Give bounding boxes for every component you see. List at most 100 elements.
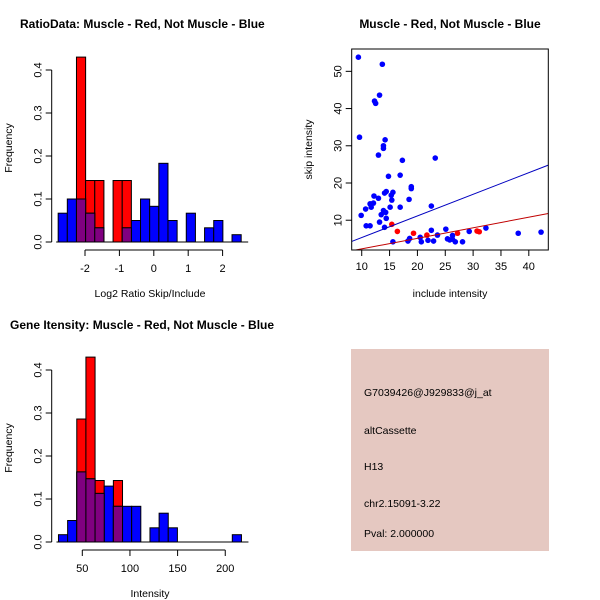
y-axis-label: Frequency — [3, 122, 15, 172]
y-tick-label: 20 — [333, 177, 345, 189]
x-tick-label: 1 — [185, 263, 191, 275]
x-tick-label: 40 — [523, 261, 535, 273]
not-muscle-point — [376, 92, 383, 98]
not-muscle-point — [399, 157, 406, 164]
not-muscle-point — [367, 223, 373, 229]
not-muscle-bar — [231, 534, 242, 543]
x-tick-label: 30 — [467, 261, 479, 273]
muscle-point — [454, 230, 461, 237]
not-muscle-point — [387, 204, 393, 210]
not-muscle-bar — [122, 505, 133, 543]
not-muscle-bar — [57, 534, 69, 543]
not-muscle-point — [375, 195, 382, 202]
intensity-histogram: 50 100 150 200 0.0 0.1 0.2 0.3 0.4 Intensity Frequ… — [3, 356, 249, 600]
y-tick-label: 0.0 — [33, 534, 45, 549]
not-muscle-bar — [231, 234, 242, 243]
not-muscle-point — [370, 200, 377, 206]
not-muscle-bar — [57, 212, 68, 243]
not-muscle-point — [382, 137, 388, 143]
overlap-bar — [85, 212, 96, 243]
x-tick-label: 2 — [220, 263, 226, 275]
overlap-bar — [75, 198, 87, 243]
not-muscle-bar — [204, 227, 215, 243]
not-muscle-point — [418, 239, 425, 245]
not-muscle-point — [383, 215, 390, 222]
probe-id: G7039426@J929833@j_at — [364, 387, 492, 399]
overlap-bar — [112, 505, 124, 543]
not-muscle-bar — [167, 527, 178, 543]
y-tick-label: 0.0 — [33, 234, 45, 249]
not-muscle-point — [397, 172, 403, 178]
not-muscle-point — [428, 203, 435, 209]
ratio-histogram: -2 -1 0 1 2 0.0 0.1 0.2 0.3 0.4 Log2 Ratio Skip/In… — [3, 56, 249, 300]
event-type: altCassette — [364, 425, 417, 437]
not-muscle-point — [368, 204, 374, 210]
y-tick-label: 10 — [333, 214, 345, 226]
not-muscle-bar — [158, 162, 169, 243]
not-muscle-bar — [149, 527, 160, 543]
not-muscle-point — [380, 145, 387, 152]
not-muscle-point — [459, 239, 466, 245]
not-muscle-point — [375, 152, 382, 158]
y-tick-label: 0.4 — [33, 362, 45, 377]
x-tick-label: 0 — [151, 263, 157, 275]
y-tick-label: 0.1 — [33, 491, 45, 506]
not-muscle-bar — [167, 220, 178, 243]
not-muscle-bar — [66, 198, 77, 243]
x-tick-label: 25 — [439, 261, 451, 273]
tissue-label: H13 — [364, 461, 383, 473]
not-muscle-bar — [213, 220, 224, 243]
not-muscle-point — [430, 238, 437, 244]
not-muscle-bar — [103, 485, 114, 543]
x-tick-label: 150 — [168, 563, 186, 575]
x-tick-label: 15 — [383, 261, 395, 273]
y-axis-label: Frequency — [3, 422, 15, 472]
not-muscle-point — [538, 229, 544, 235]
not-muscle-point — [371, 193, 377, 199]
not-muscle-bar — [131, 505, 142, 543]
overlap-bar — [121, 227, 132, 243]
not-muscle-bar — [140, 198, 151, 243]
info-panel: G7039426@J929833@j_at altCassette H13 ch… — [351, 349, 549, 551]
y-tick-label: 0.4 — [33, 62, 45, 77]
scatter-title: Muscle - Red, Not Muscle - Blue — [359, 17, 541, 31]
not-muscle-point — [428, 227, 435, 234]
not-muscle-point — [356, 134, 363, 141]
muscle-bar — [112, 180, 123, 243]
not-muscle-point — [372, 100, 379, 107]
not-muscle-point — [406, 196, 412, 203]
y-tick-label: 0.1 — [33, 191, 45, 206]
not-muscle-point — [376, 219, 383, 225]
x-axis-label: Log2 Ratio Skip/Include — [95, 288, 206, 300]
not-muscle-point — [379, 61, 386, 68]
muscle-point — [410, 230, 417, 237]
not-muscle-bar — [149, 205, 160, 243]
not-muscle-point — [382, 209, 389, 216]
y-tick-label: 0.2 — [33, 448, 45, 463]
x-axis-label: include intensity — [413, 288, 488, 300]
muscle-point — [394, 228, 401, 235]
not-muscle-point — [397, 204, 403, 210]
y-axis-label: skip intensity — [303, 119, 315, 180]
not-muscle-bar — [67, 520, 78, 543]
muscle-point — [476, 228, 483, 235]
not-muscle-point — [378, 211, 385, 218]
info-panel-background — [351, 349, 549, 551]
x-tick-label: 100 — [121, 563, 139, 575]
x-tick-label: 35 — [495, 261, 507, 273]
x-tick-label: 20 — [411, 261, 423, 273]
overlap-bar — [94, 492, 105, 543]
not-muscle-point — [358, 212, 364, 219]
not-muscle-point — [408, 185, 415, 192]
not-muscle-point — [363, 223, 369, 229]
overlap-bar — [76, 471, 87, 543]
y-tick-label: 30 — [333, 140, 345, 152]
not-muscle-point — [388, 197, 395, 203]
x-axis-label: Intensity — [130, 588, 170, 600]
y-tick-label: 50 — [333, 65, 345, 77]
genomic-location: chr2.15091-3.22 — [364, 498, 441, 510]
ratio-histogram-title: RatioData: Muscle - Red, Not Muscle - Bl… — [20, 17, 265, 31]
not-muscle-point — [381, 190, 388, 196]
not-muscle-point — [515, 230, 522, 237]
intensity-scatter: 10 15 20 25 30 35 40 10 20 30 40 50 include intensit… — [303, 48, 549, 300]
